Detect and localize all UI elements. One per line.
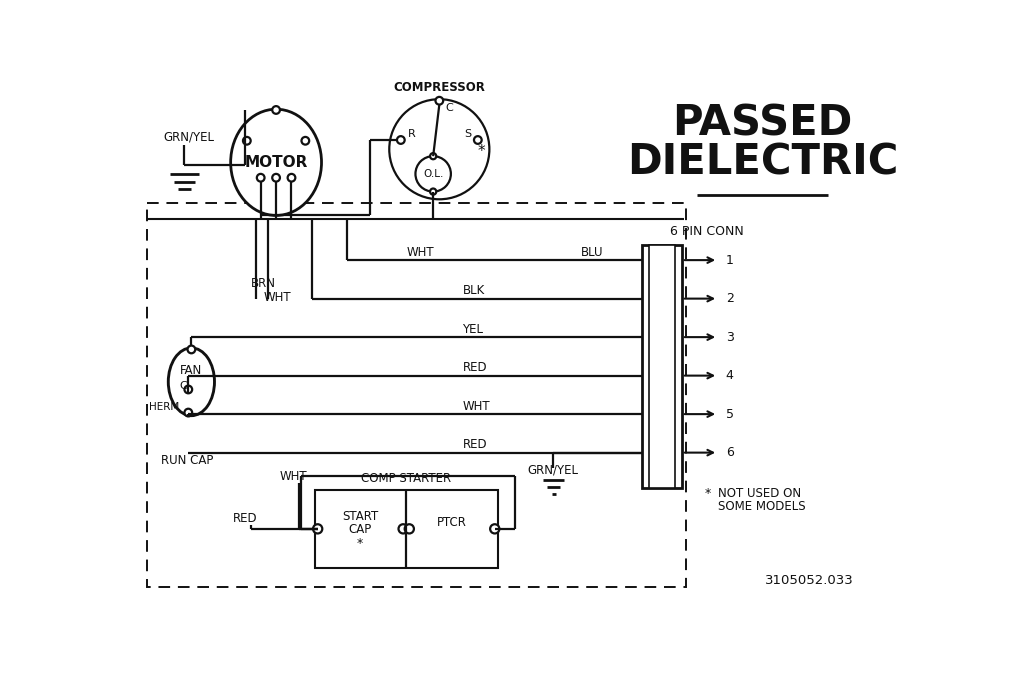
Text: S: S (465, 129, 472, 139)
Text: 1: 1 (726, 254, 733, 267)
Text: BLU: BLU (581, 246, 603, 259)
Text: WHT: WHT (279, 470, 307, 483)
Text: WHT: WHT (406, 246, 434, 259)
Circle shape (184, 409, 193, 416)
Circle shape (243, 137, 250, 145)
Text: C: C (179, 381, 186, 390)
Text: 6 PIN CONN: 6 PIN CONN (671, 225, 744, 238)
Circle shape (405, 524, 414, 534)
Circle shape (287, 174, 296, 181)
Text: BRN: BRN (250, 277, 276, 290)
Text: 2: 2 (726, 292, 733, 305)
Text: *: * (356, 537, 364, 550)
Text: 5: 5 (726, 407, 733, 420)
Text: YEL: YEL (462, 323, 483, 336)
Text: RED: RED (462, 439, 487, 452)
Text: WHT: WHT (264, 291, 291, 304)
Text: RED: RED (233, 513, 258, 526)
Text: GRN/YEL: GRN/YEL (164, 130, 214, 143)
Text: *: * (477, 144, 485, 159)
Text: O.L.: O.L. (423, 169, 443, 179)
Text: 4: 4 (726, 369, 733, 382)
Text: NOT USED ON: NOT USED ON (718, 487, 801, 500)
Circle shape (302, 137, 309, 145)
Text: SOME MODELS: SOME MODELS (718, 500, 805, 513)
Circle shape (313, 524, 322, 534)
Bar (642, 244, 682, 488)
Text: HERM: HERM (148, 402, 179, 412)
Bar (314, 490, 497, 568)
Circle shape (397, 136, 405, 144)
Ellipse shape (231, 109, 321, 215)
Text: BLK: BLK (462, 285, 485, 297)
Text: RUN CAP: RUN CAP (161, 454, 213, 467)
Circle shape (389, 99, 489, 200)
Text: 3105052.033: 3105052.033 (764, 574, 853, 587)
Text: PTCR: PTCR (437, 516, 467, 529)
Text: COMP STARTER: COMP STARTER (362, 473, 451, 485)
Bar (146, 203, 686, 587)
Text: 6: 6 (726, 446, 733, 459)
Text: C: C (445, 103, 453, 113)
Ellipse shape (168, 348, 214, 416)
Circle shape (399, 524, 408, 534)
Text: COMPRESSOR: COMPRESSOR (393, 81, 485, 94)
Text: RED: RED (462, 361, 487, 374)
Circle shape (184, 386, 193, 393)
Text: PASSED: PASSED (673, 103, 853, 145)
Circle shape (187, 346, 196, 353)
Text: *: * (705, 487, 712, 500)
Text: 3: 3 (726, 331, 733, 344)
Circle shape (490, 524, 500, 534)
Circle shape (431, 189, 437, 195)
Text: R: R (408, 129, 415, 139)
Circle shape (474, 136, 482, 144)
Circle shape (431, 153, 437, 160)
Text: WHT: WHT (462, 400, 490, 413)
Circle shape (415, 156, 451, 191)
Circle shape (436, 97, 443, 105)
Circle shape (272, 174, 280, 181)
Text: MOTOR: MOTOR (244, 155, 308, 170)
Text: FAN: FAN (180, 364, 203, 377)
Bar (649, 244, 675, 488)
Circle shape (272, 106, 280, 114)
Circle shape (256, 174, 265, 181)
Text: DIELECTRIC: DIELECTRIC (627, 141, 898, 183)
Text: CAP: CAP (348, 523, 372, 536)
Text: START: START (342, 510, 378, 523)
Text: GRN/YEL: GRN/YEL (527, 464, 579, 477)
